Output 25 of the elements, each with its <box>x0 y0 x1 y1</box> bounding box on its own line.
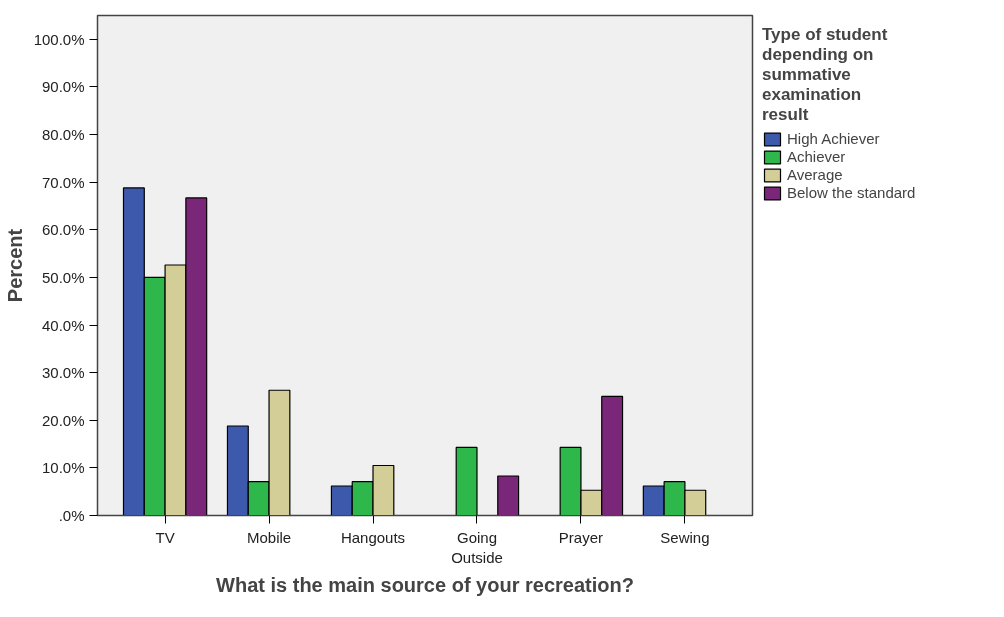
y-tick-label: 30.0% <box>41 364 85 382</box>
x-tick-label: Prayer <box>558 528 604 546</box>
bar <box>497 475 520 516</box>
y-axis-title: Percent <box>3 228 26 303</box>
y-tick-label: 60.0% <box>41 221 85 239</box>
y-tick-label: 40.0% <box>41 316 85 334</box>
y-tick-label: 10.0% <box>41 459 85 477</box>
y-tick-label: 70.0% <box>41 173 85 191</box>
y-tick-label: 80.0% <box>41 126 85 144</box>
y-tick-label: 50.0% <box>41 268 85 286</box>
x-tick-label: Going Outside <box>451 528 503 566</box>
y-tick-label: 90.0% <box>41 78 85 96</box>
x-tick-label: Mobile <box>246 528 292 546</box>
y-tick-label: 20.0% <box>41 411 85 429</box>
legend-label: Achiever <box>787 148 846 165</box>
y-tick-label: 100.0% <box>33 30 85 48</box>
x-tick-label: Hangouts <box>340 528 406 546</box>
x-tick-label: Sewing <box>660 528 710 546</box>
legend-label: Below the standard <box>787 184 916 201</box>
x-tick-label: TV <box>155 528 175 546</box>
y-tick-label: .0% <box>58 507 85 524</box>
legend-label: High Achiever <box>787 130 880 147</box>
legend-label: Average <box>787 166 843 183</box>
x-axis-title: What is the main source of your recreation? <box>216 573 634 596</box>
legend-title: Type of student depending on summative examination result <box>762 25 889 125</box>
